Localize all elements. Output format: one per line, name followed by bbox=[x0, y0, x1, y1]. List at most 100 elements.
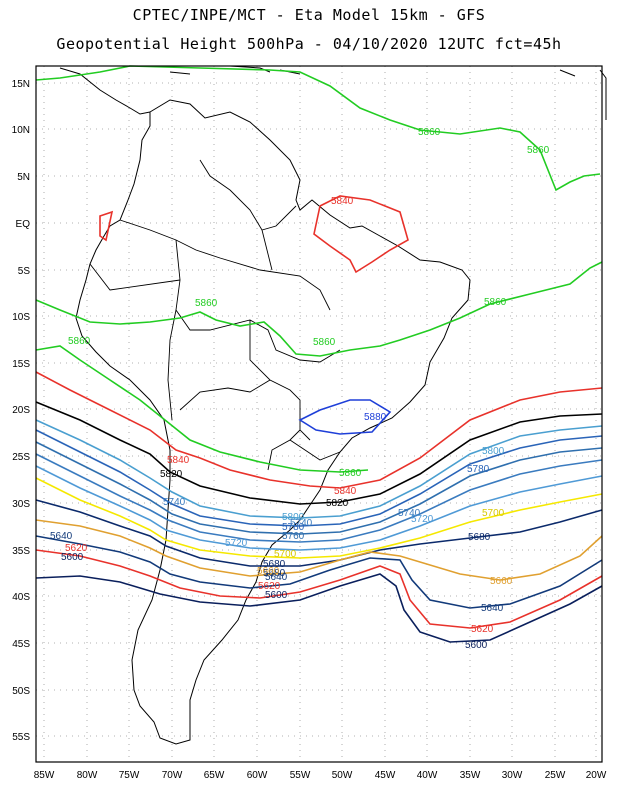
contour-label-5640: 5640 bbox=[481, 603, 504, 614]
contour-label-5680: 5680 bbox=[263, 568, 286, 579]
contour-5660 bbox=[35, 519, 603, 581]
lon-label: 70W bbox=[162, 770, 183, 781]
lon-label: 30W bbox=[502, 770, 523, 781]
contour-label-5640: 5640 bbox=[50, 531, 73, 542]
contour-label-5720: 5720 bbox=[411, 514, 434, 525]
lon-label: 80W bbox=[77, 770, 98, 781]
contour-label-5820: 5820 bbox=[326, 498, 349, 509]
contour-label-5880: 5880 bbox=[364, 412, 387, 423]
lat-label: EQ bbox=[16, 219, 31, 230]
contour-label-5660: 5660 bbox=[490, 576, 513, 587]
lat-label: 50S bbox=[12, 686, 30, 697]
country-borders bbox=[89, 159, 341, 471]
map-frame bbox=[35, 65, 603, 763]
longitude-labels: 85W 80W 75W 70W 65W 60W 55W 50W 45W 40W … bbox=[34, 770, 607, 781]
lon-label: 40W bbox=[417, 770, 438, 781]
contour-value-labels: 5860 5860 5860 5860 5860 5860 5860 5840 … bbox=[50, 127, 550, 651]
lon-label: 75W bbox=[119, 770, 140, 781]
lat-label: 15S bbox=[12, 359, 30, 370]
lat-label: 5S bbox=[18, 266, 31, 277]
contour-5600 bbox=[35, 573, 603, 643]
lon-label: 25W bbox=[545, 770, 566, 781]
lat-label: 10N bbox=[12, 125, 30, 136]
contour-label-5860: 5860 bbox=[527, 145, 550, 156]
contour-label-5860: 5860 bbox=[418, 127, 441, 138]
lon-label: 85W bbox=[34, 770, 55, 781]
contour-label-5680: 5680 bbox=[263, 559, 286, 570]
lat-lon-grid bbox=[36, 66, 602, 762]
contour-label-5600: 5600 bbox=[61, 552, 84, 563]
contour-5620 bbox=[35, 549, 603, 629]
contour-label-5860: 5860 bbox=[313, 337, 336, 348]
contour-5800 bbox=[35, 419, 603, 519]
lat-label: 15N bbox=[12, 79, 30, 90]
contour-label-5840: 5840 bbox=[334, 486, 357, 497]
contour-label-5760: 5760 bbox=[282, 531, 305, 542]
contour-label-5800: 5800 bbox=[282, 512, 305, 523]
continent-outlines bbox=[59, 65, 607, 745]
lon-label: 45W bbox=[375, 770, 396, 781]
lat-label: 25S bbox=[12, 452, 30, 463]
south-america-coastline bbox=[75, 99, 471, 745]
contour-5880 bbox=[298, 399, 392, 435]
contour-5860-arc bbox=[35, 345, 369, 473]
contour-label-5820: 5820 bbox=[160, 469, 183, 480]
contour-label-5600: 5600 bbox=[465, 640, 488, 651]
lon-label: 60W bbox=[247, 770, 268, 781]
lat-label: 40S bbox=[12, 592, 30, 603]
map-title: CPTEC/INPE/MCT - Eta Model 15km - GFS bbox=[132, 6, 486, 24]
contour-label-5660: 5660 bbox=[257, 566, 280, 577]
contour-5840-west bbox=[99, 210, 114, 242]
caribbean-islands bbox=[169, 65, 576, 77]
lat-label: 55S bbox=[12, 732, 30, 743]
contour-label-5860: 5860 bbox=[195, 298, 218, 309]
contour-5740 bbox=[35, 453, 603, 543]
contour-5780 bbox=[35, 429, 603, 527]
lat-label: 10S bbox=[12, 312, 30, 323]
map-subtitle: Geopotential Height 500hPa - 04/10/2020 … bbox=[56, 35, 562, 53]
lat-label: 5N bbox=[17, 172, 30, 183]
contour-label-5860: 5860 bbox=[484, 297, 507, 308]
lon-label: 55W bbox=[290, 770, 311, 781]
contour-5820 bbox=[35, 401, 603, 505]
contour-5840-north bbox=[313, 195, 409, 274]
contour-label-5680: 5680 bbox=[468, 532, 491, 543]
lon-label: 65W bbox=[204, 770, 225, 781]
lon-label: 50W bbox=[332, 770, 353, 781]
contour-5760 bbox=[35, 441, 603, 535]
central-america bbox=[59, 67, 151, 115]
contour-label-5780: 5780 bbox=[282, 522, 305, 533]
contour-label-5840: 5840 bbox=[167, 455, 190, 466]
contour-5840-south bbox=[35, 371, 603, 489]
contour-label-5740: 5740 bbox=[163, 497, 186, 508]
contour-label-5740: 5740 bbox=[398, 508, 421, 519]
contour-label-5700: 5700 bbox=[482, 508, 505, 519]
contour-label-5700: 5700 bbox=[274, 549, 297, 560]
lat-label: 20S bbox=[12, 405, 30, 416]
contour-label-5600: 5600 bbox=[265, 590, 288, 601]
contour-5860-south bbox=[35, 261, 603, 357]
contour-label-5860: 5860 bbox=[339, 468, 362, 479]
contour-label-5740: 5740 bbox=[290, 518, 313, 529]
lon-label: 35W bbox=[460, 770, 481, 781]
lat-label: 30S bbox=[12, 499, 30, 510]
lat-label: 35S bbox=[12, 546, 30, 557]
lat-label: 45S bbox=[12, 639, 30, 650]
contour-5640 bbox=[35, 535, 603, 609]
contour-label-5620: 5620 bbox=[65, 543, 88, 554]
contour-label-5800: 5800 bbox=[482, 446, 505, 457]
contour-label-5640: 5640 bbox=[265, 572, 288, 583]
contour-5720 bbox=[35, 465, 603, 551]
latitude-labels: 15N 10N 5N EQ 5S 10S 15S 20S 25S 30S 35S… bbox=[12, 79, 31, 743]
contour-5680 bbox=[35, 499, 603, 567]
contour-label-5620: 5620 bbox=[471, 624, 494, 635]
contour-label-5860: 5860 bbox=[68, 336, 91, 347]
lon-label: 20W bbox=[586, 770, 607, 781]
contour-label-5720: 5720 bbox=[225, 538, 248, 549]
africa-coast bbox=[599, 69, 607, 120]
contour-5700 bbox=[35, 477, 603, 559]
contour-label-5840: 5840 bbox=[331, 196, 354, 207]
contour-5860-north bbox=[35, 65, 601, 192]
contour-label-5780: 5780 bbox=[467, 464, 490, 475]
